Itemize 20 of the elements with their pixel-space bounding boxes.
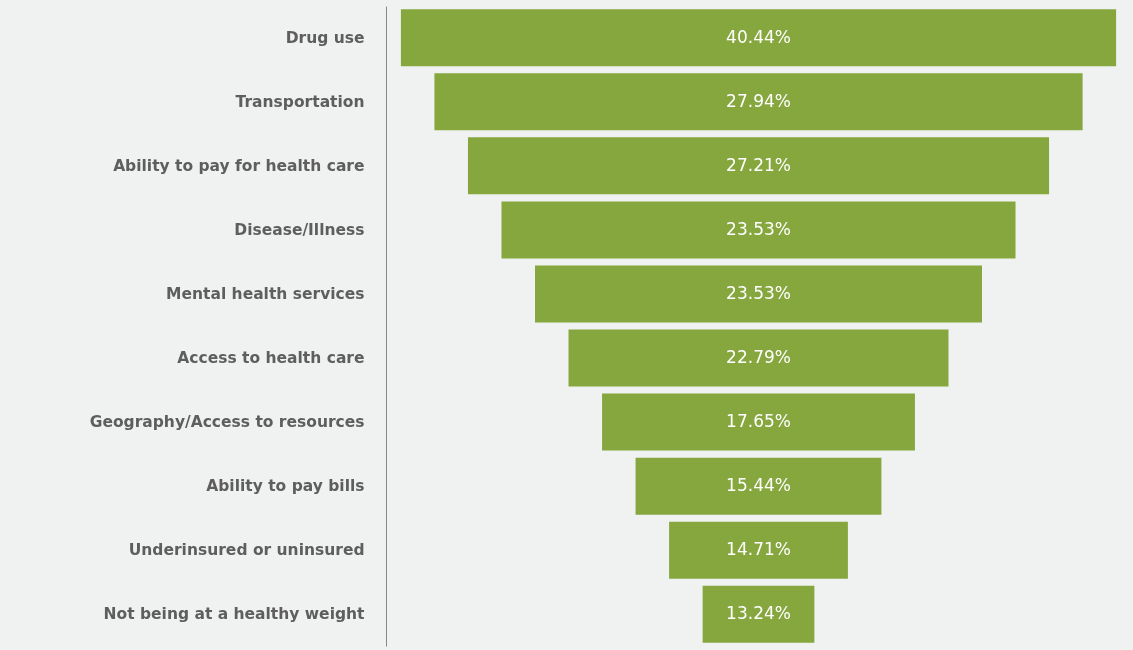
data-label: 15.44%	[726, 475, 791, 496]
category-label: Ability to pay bills	[206, 477, 365, 496]
data-label: 17.65%	[726, 411, 791, 432]
data-label: 27.21%	[726, 154, 791, 175]
category-label: Underinsured or uninsured	[128, 541, 365, 560]
data-label: 40.44%	[726, 26, 791, 47]
category-label: Transportation	[235, 92, 365, 111]
category-label: Geography/Access to resources	[89, 413, 365, 432]
data-label: 23.53%	[726, 218, 791, 239]
category-label: Ability to pay for health care	[113, 156, 365, 175]
data-label: 22.79%	[726, 347, 791, 368]
category-label: Drug use	[285, 28, 365, 47]
category-label: Disease/Illness	[234, 220, 365, 239]
data-label: 27.94%	[726, 90, 791, 111]
category-label: Mental health services	[166, 284, 365, 303]
data-label: 23.53%	[726, 282, 791, 303]
category-label: Access to health care	[177, 349, 365, 368]
category-label: Not being at a healthy weight	[103, 605, 366, 624]
data-label: 13.24%	[726, 603, 791, 624]
data-label: 14.71%	[726, 539, 791, 560]
